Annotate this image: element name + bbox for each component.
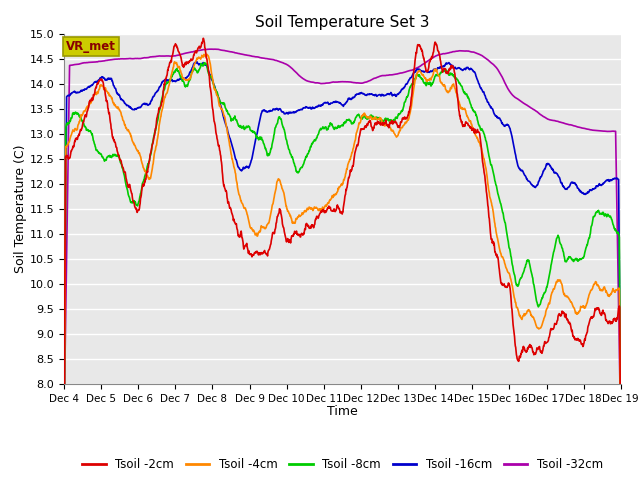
- Tsoil -16cm: [60, 438, 68, 444]
- Tsoil -4cm: [103, 88, 111, 94]
- Tsoil -2cm: [103, 99, 111, 105]
- Tsoil -8cm: [103, 154, 111, 160]
- Tsoil -32cm: [318, 81, 326, 86]
- Tsoil -32cm: [378, 73, 385, 79]
- Tsoil -8cm: [126, 196, 134, 202]
- Line: Tsoil -16cm: Tsoil -16cm: [64, 62, 621, 441]
- Line: Tsoil -32cm: Tsoil -32cm: [64, 49, 621, 436]
- Tsoil -4cm: [200, 51, 208, 57]
- Text: VR_met: VR_met: [66, 40, 116, 53]
- Tsoil -4cm: [297, 213, 305, 218]
- Line: Tsoil -2cm: Tsoil -2cm: [64, 38, 621, 480]
- Tsoil -32cm: [297, 74, 305, 80]
- Legend: Tsoil -2cm, Tsoil -4cm, Tsoil -8cm, Tsoil -16cm, Tsoil -32cm: Tsoil -2cm, Tsoil -4cm, Tsoil -8cm, Tsoi…: [77, 453, 607, 475]
- Title: Soil Temperature Set 3: Soil Temperature Set 3: [255, 15, 429, 30]
- Tsoil -32cm: [617, 433, 625, 439]
- Tsoil -32cm: [103, 58, 111, 63]
- Tsoil -2cm: [200, 36, 207, 41]
- Tsoil -2cm: [308, 223, 316, 229]
- Y-axis label: Soil Temperature (C): Soil Temperature (C): [13, 144, 27, 273]
- Line: Tsoil -8cm: Tsoil -8cm: [64, 63, 621, 456]
- Tsoil -8cm: [378, 118, 385, 123]
- Tsoil -16cm: [193, 59, 201, 65]
- Tsoil -16cm: [617, 436, 625, 442]
- Tsoil -4cm: [308, 205, 316, 211]
- X-axis label: Time: Time: [327, 405, 358, 418]
- Line: Tsoil -4cm: Tsoil -4cm: [64, 54, 621, 480]
- Tsoil -32cm: [126, 56, 134, 61]
- Tsoil -16cm: [126, 104, 134, 110]
- Tsoil -8cm: [308, 141, 316, 147]
- Tsoil -4cm: [318, 206, 326, 212]
- Tsoil -16cm: [308, 106, 316, 111]
- Tsoil -8cm: [297, 165, 305, 171]
- Tsoil -2cm: [297, 234, 305, 240]
- Tsoil -16cm: [103, 77, 111, 83]
- Tsoil -2cm: [378, 121, 385, 127]
- Tsoil -4cm: [126, 130, 134, 136]
- Tsoil -2cm: [126, 182, 134, 188]
- Tsoil -16cm: [318, 102, 326, 108]
- Tsoil -8cm: [617, 454, 625, 459]
- Tsoil -4cm: [378, 117, 385, 123]
- Tsoil -32cm: [207, 46, 215, 52]
- Tsoil -2cm: [60, 468, 68, 474]
- Tsoil -32cm: [60, 422, 68, 428]
- Tsoil -8cm: [318, 126, 326, 132]
- Tsoil -8cm: [200, 60, 208, 66]
- Tsoil -16cm: [297, 107, 305, 112]
- Tsoil -2cm: [318, 207, 326, 213]
- Tsoil -32cm: [308, 79, 316, 85]
- Tsoil -8cm: [60, 454, 68, 459]
- Tsoil -4cm: [60, 465, 68, 470]
- Tsoil -16cm: [378, 93, 385, 99]
